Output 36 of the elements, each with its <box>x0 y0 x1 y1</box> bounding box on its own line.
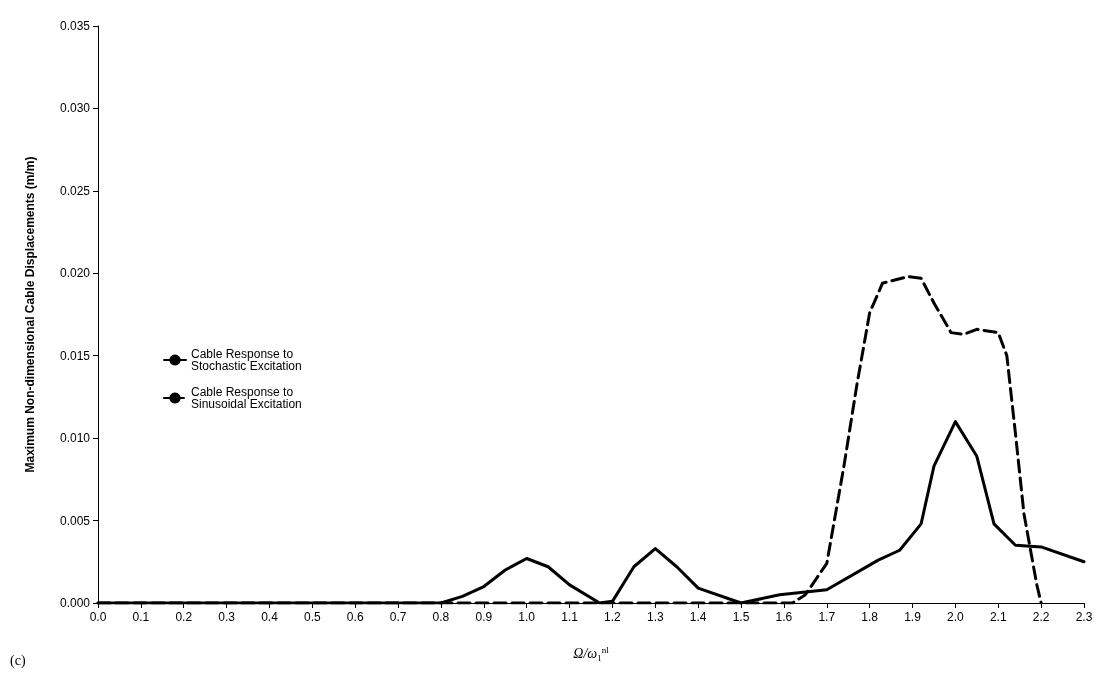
x-tick-label: 1.9 <box>904 610 922 624</box>
y-tick-label: 0.035 <box>59 19 91 33</box>
x-tick-label: 1.7 <box>818 610 836 624</box>
x-tick-label: 0.7 <box>389 610 407 624</box>
x-tick-label: 2.0 <box>947 610 965 624</box>
x-tick-label: 0.1 <box>132 610 150 624</box>
y-tick-label: 0.030 <box>59 101 91 116</box>
y-tick-label: 0.010 <box>59 431 91 446</box>
y-tick-label: 0.015 <box>59 348 91 363</box>
x-tick-label: 1.2 <box>604 610 622 624</box>
x-tick-label: 1.1 <box>561 610 579 624</box>
text: (c) <box>10 652 26 669</box>
x-tick-label: 0.4 <box>261 610 279 624</box>
y-tick-label: 0.000 <box>59 596 91 610</box>
x-tick-label: 1.5 <box>732 610 750 624</box>
x-tick-label: 2.1 <box>989 610 1007 624</box>
x-tick-label: 2.3 <box>1075 610 1093 624</box>
x-tick-label: 1.6 <box>775 610 793 624</box>
x-tick-label: 1.3 <box>646 610 664 624</box>
x-tick-label: 1.0 <box>518 610 536 624</box>
x-tick-label: 0.9 <box>475 610 493 624</box>
legend-label: Cable Response to Sinusoidal Excitation <box>191 385 302 411</box>
legend-label: Cable Response to Stochastic Excitation <box>191 347 302 373</box>
y-tick-label: 0.020 <box>59 266 91 281</box>
y-tick-label: 0.025 <box>59 183 91 198</box>
x-tick-label: 0.8 <box>432 610 450 624</box>
x-tick-label: 1.8 <box>861 610 879 624</box>
x-tick-label: 0.6 <box>346 610 364 624</box>
x-tick-label: 0.3 <box>218 610 236 624</box>
x-tick-label: 0.0 <box>89 610 107 624</box>
y-tick-label: 0.005 <box>59 513 91 528</box>
x-tick-label: 2.2 <box>1032 610 1050 624</box>
x-tick-label: 0.2 <box>175 610 193 624</box>
x-tick-label: 1.4 <box>689 610 707 624</box>
y-axis-title: Maximum Non-dimensional Cable Displacements (m/m) <box>23 156 37 473</box>
x-tick-label: 0.5 <box>304 610 322 624</box>
